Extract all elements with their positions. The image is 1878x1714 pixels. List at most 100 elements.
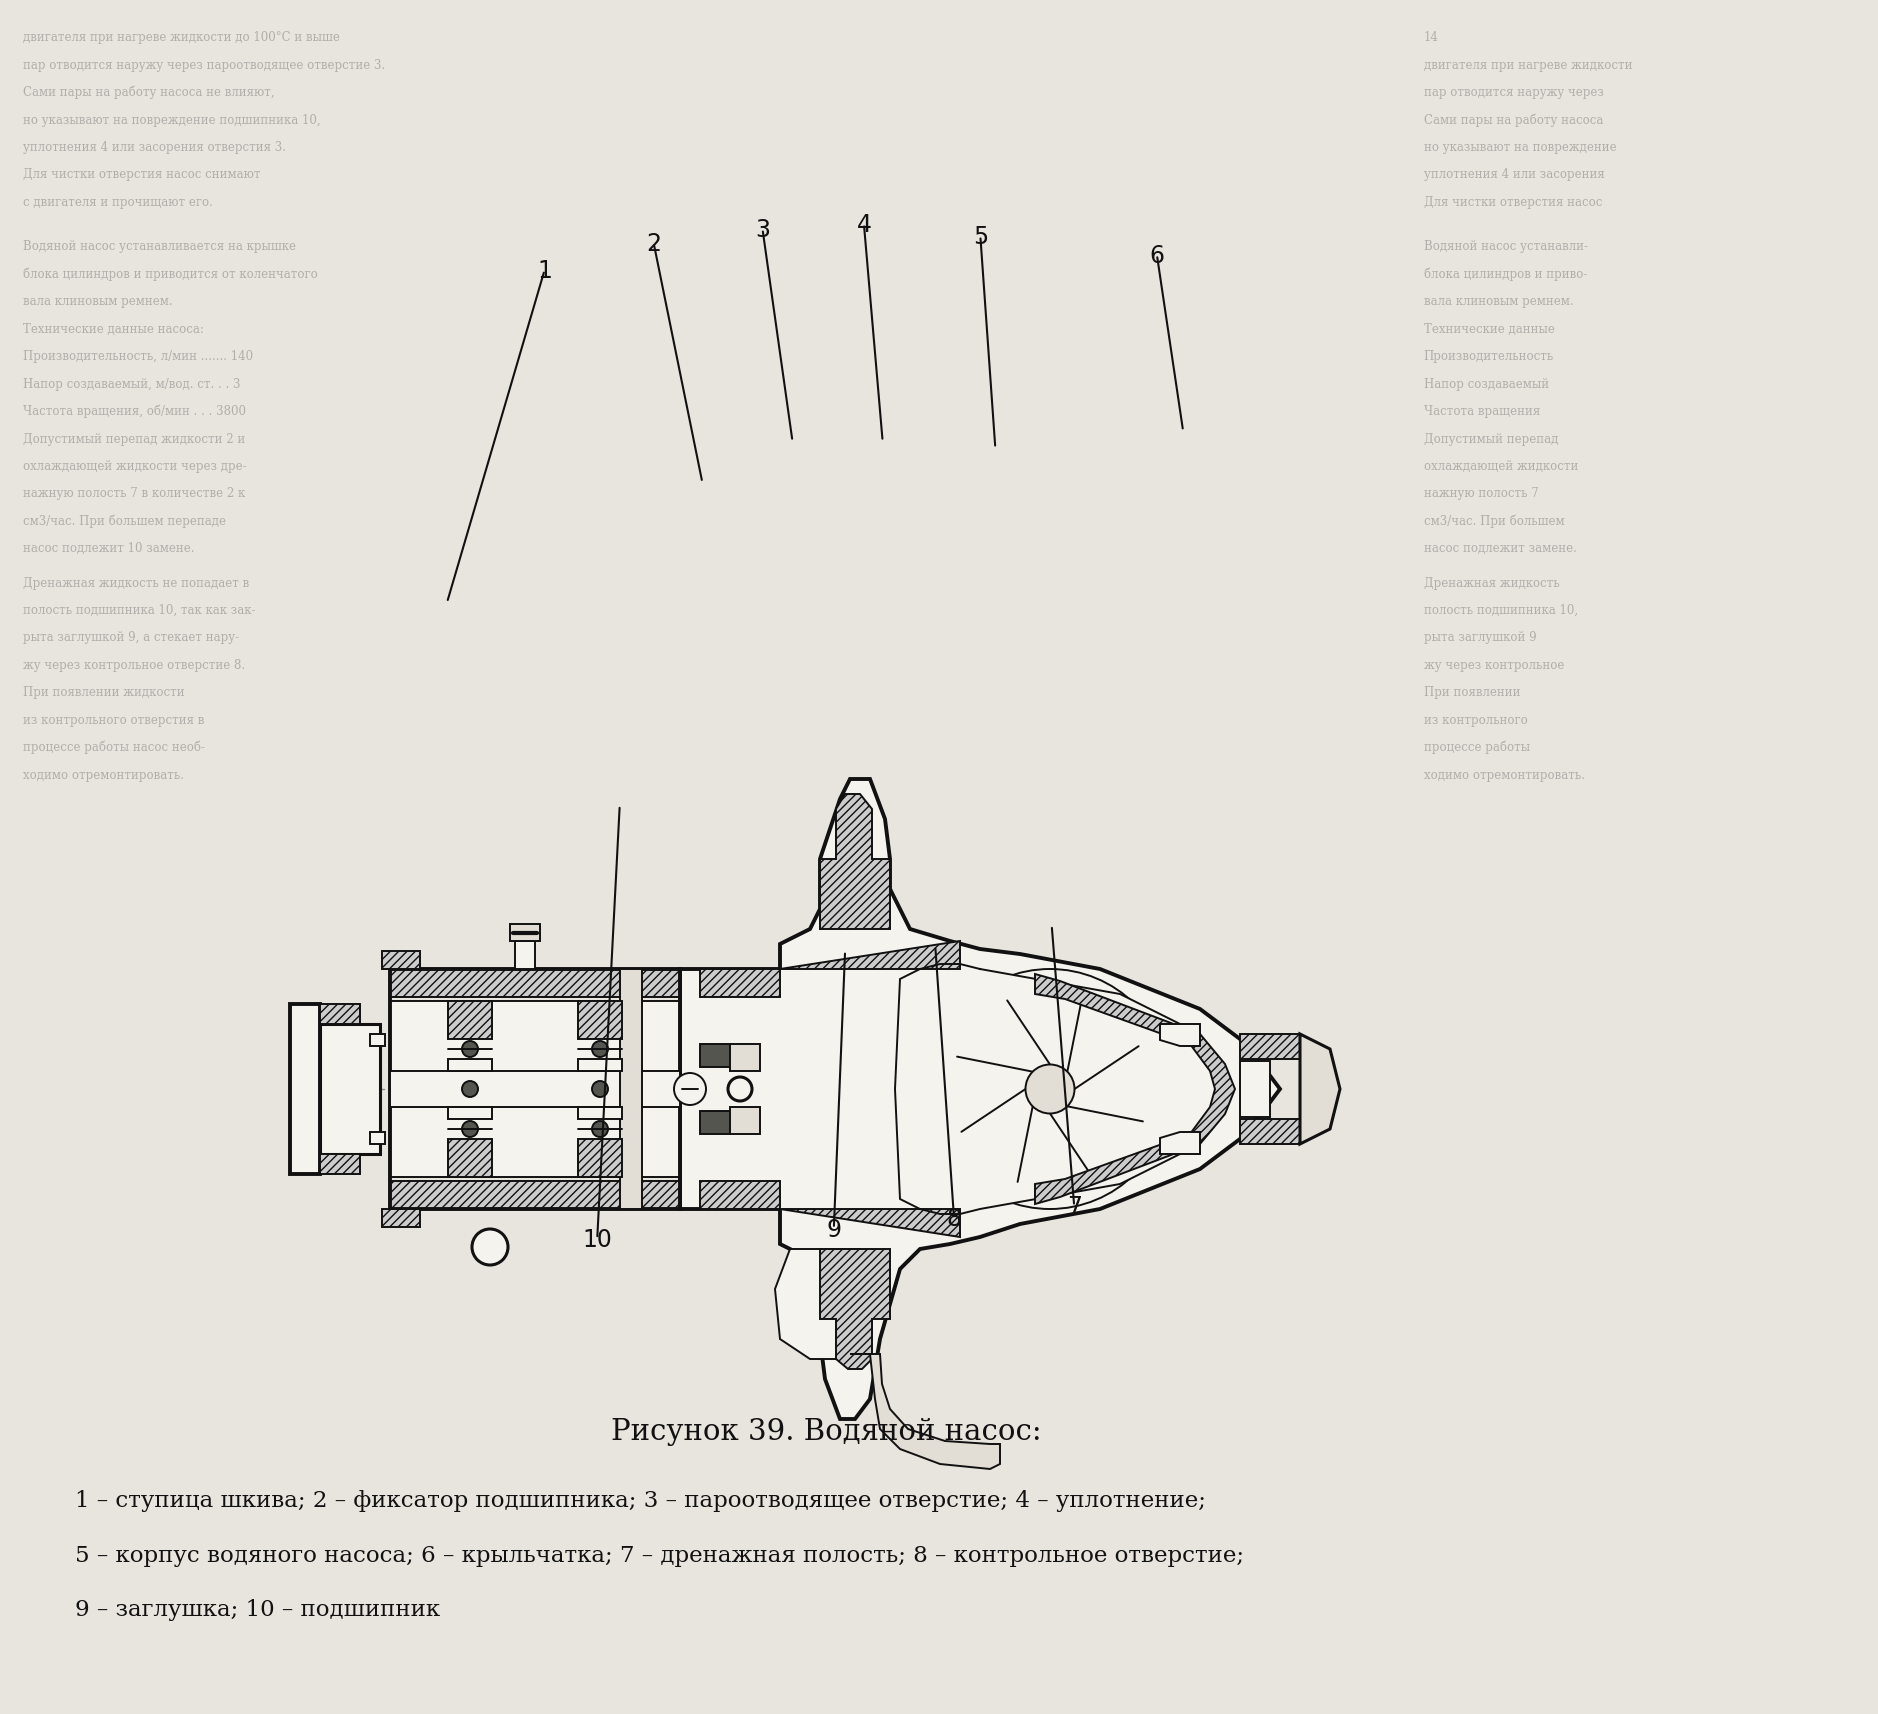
Polygon shape bbox=[449, 1107, 492, 1119]
Polygon shape bbox=[731, 1044, 761, 1071]
Polygon shape bbox=[381, 1210, 421, 1227]
Text: насос подлежит 10 замене.: насос подлежит 10 замене. bbox=[23, 542, 193, 555]
Polygon shape bbox=[370, 1034, 385, 1046]
Polygon shape bbox=[578, 1107, 622, 1119]
Polygon shape bbox=[449, 1001, 492, 1039]
Polygon shape bbox=[289, 1004, 319, 1174]
Text: Частота вращения, об/мин . . . 3800: Частота вращения, об/мин . . . 3800 bbox=[23, 405, 246, 418]
Text: Рисунок 39. Водяной насос:: Рисунок 39. Водяной насос: bbox=[610, 1417, 1042, 1445]
Circle shape bbox=[592, 1042, 608, 1058]
Text: 14: 14 bbox=[1424, 31, 1439, 45]
Text: Напор создаваемый: Напор создаваемый bbox=[1424, 377, 1549, 391]
Text: Напор создаваемый, м/вод. ст. . . 3: Напор создаваемый, м/вод. ст. . . 3 bbox=[23, 377, 240, 391]
Text: При появлении: При появлении bbox=[1424, 686, 1519, 699]
Text: 8: 8 bbox=[947, 1207, 962, 1231]
Text: охлаждающей жидкости через дре-: охлаждающей жидкости через дре- bbox=[23, 459, 246, 473]
Text: 9: 9 bbox=[826, 1217, 841, 1241]
Text: пар отводится наружу через: пар отводится наружу через bbox=[1424, 86, 1604, 99]
Text: нажную полость 7 в количестве 2 к: нажную полость 7 в количестве 2 к bbox=[23, 487, 244, 500]
Polygon shape bbox=[391, 1181, 680, 1210]
Text: Водяной насос устанавли-: Водяной насос устанавли- bbox=[1424, 240, 1587, 254]
Text: 6: 6 bbox=[1149, 243, 1164, 267]
Text: уплотнения 4 или засорения отверстия 3.: уплотнения 4 или засорения отверстия 3. bbox=[23, 141, 285, 154]
Text: процессе работы: процессе работы bbox=[1424, 740, 1531, 754]
Polygon shape bbox=[896, 965, 1221, 1214]
Polygon shape bbox=[700, 1044, 731, 1068]
Text: охлаждающей жидкости: охлаждающей жидкости bbox=[1424, 459, 1578, 473]
Polygon shape bbox=[1161, 1133, 1200, 1154]
Text: вала клиновым ремнем.: вала клиновым ремнем. bbox=[23, 295, 173, 309]
Text: Водяной насос устанавливается на крышке: Водяной насос устанавливается на крышке bbox=[23, 240, 295, 254]
Text: 1 – ступица шкива; 2 – фиксатор подшипника; 3 – пароотводящее отверстие; 4 – упл: 1 – ступица шкива; 2 – фиксатор подшипни… bbox=[75, 1489, 1206, 1510]
Polygon shape bbox=[319, 1004, 361, 1025]
Text: Технические данные: Технические данные bbox=[1424, 322, 1555, 336]
Text: Производительность: Производительность bbox=[1424, 350, 1553, 363]
Circle shape bbox=[674, 1073, 706, 1106]
Text: двигателя при нагреве жидкости: двигателя при нагреве жидкости bbox=[1424, 58, 1632, 72]
Circle shape bbox=[729, 1078, 751, 1102]
Circle shape bbox=[930, 970, 1170, 1210]
Text: двигателя при нагреве жидкости до 100°С и выше: двигателя при нагреве жидкости до 100°С … bbox=[23, 31, 340, 45]
Polygon shape bbox=[700, 1111, 731, 1135]
Text: Дренажная жидкость не попадает в: Дренажная жидкость не попадает в bbox=[23, 576, 248, 590]
Text: см3/час. При большем: см3/час. При большем bbox=[1424, 514, 1564, 528]
Text: Сами пары на работу насоса: Сами пары на работу насоса bbox=[1424, 113, 1604, 127]
Circle shape bbox=[462, 1042, 479, 1058]
Text: 10: 10 bbox=[582, 1227, 612, 1251]
Text: Производительность, л/мин ....... 140: Производительность, л/мин ....... 140 bbox=[23, 350, 254, 363]
Polygon shape bbox=[779, 941, 960, 970]
Text: блока цилиндров и приво-: блока цилиндров и приво- bbox=[1424, 267, 1587, 281]
Text: Дренажная жидкость: Дренажная жидкость bbox=[1424, 576, 1559, 590]
Polygon shape bbox=[578, 1140, 622, 1178]
Text: блока цилиндров и приводится от коленчатого: блока цилиндров и приводится от коленчат… bbox=[23, 267, 317, 281]
Text: Частота вращения: Частота вращения bbox=[1424, 405, 1540, 418]
Text: пар отводится наружу через пароотводящее отверстие 3.: пар отводится наружу через пароотводящее… bbox=[23, 58, 385, 72]
Text: 5 – корпус водяного насоса; 6 – крыльчатка; 7 – дренажная полость; 8 – контрольн: 5 – корпус водяного насоса; 6 – крыльчат… bbox=[75, 1544, 1245, 1565]
Polygon shape bbox=[680, 780, 1281, 1419]
Text: жу через контрольное: жу через контрольное bbox=[1424, 658, 1564, 672]
Polygon shape bbox=[1035, 975, 1236, 1205]
Bar bbox=[391, 1071, 680, 1107]
Text: жу через контрольное отверстие 8.: жу через контрольное отверстие 8. bbox=[23, 658, 244, 672]
Text: При появлении жидкости: При появлении жидкости bbox=[23, 686, 184, 699]
Polygon shape bbox=[511, 924, 541, 941]
Polygon shape bbox=[370, 1133, 385, 1145]
Text: процессе работы насос необ-: процессе работы насос необ- bbox=[23, 740, 205, 754]
Polygon shape bbox=[700, 970, 779, 998]
Text: 4: 4 bbox=[856, 213, 871, 237]
Text: полость подшипника 10, так как зак-: полость подшипника 10, так как зак- bbox=[23, 603, 255, 617]
Polygon shape bbox=[779, 1210, 960, 1238]
Polygon shape bbox=[578, 1059, 622, 1071]
Circle shape bbox=[1025, 1064, 1074, 1114]
Text: Допустимый перепад жидкости 2 и: Допустимый перепад жидкости 2 и bbox=[23, 432, 244, 446]
Text: вала клиновым ремнем.: вала клиновым ремнем. bbox=[1424, 295, 1574, 309]
Text: из контрольного отверстия в: из контрольного отверстия в bbox=[23, 713, 205, 727]
Text: 1: 1 bbox=[537, 259, 552, 283]
Text: рыта заглушкой 9, а стекает нару-: рыта заглушкой 9, а стекает нару- bbox=[23, 631, 239, 644]
Polygon shape bbox=[776, 1250, 875, 1359]
Polygon shape bbox=[449, 1059, 492, 1071]
Text: см3/час. При большем перепаде: см3/час. При большем перепаде bbox=[23, 514, 225, 528]
Text: с двигателя и прочищают его.: с двигателя и прочищают его. bbox=[23, 195, 212, 209]
Polygon shape bbox=[391, 970, 680, 998]
Polygon shape bbox=[620, 970, 642, 1210]
Circle shape bbox=[592, 1082, 608, 1097]
Circle shape bbox=[471, 1229, 509, 1265]
Text: 3: 3 bbox=[755, 218, 770, 242]
Text: но указывают на повреждение подшипника 10,: но указывают на повреждение подшипника 1… bbox=[23, 113, 319, 127]
Polygon shape bbox=[851, 1354, 999, 1469]
Polygon shape bbox=[821, 795, 890, 929]
Polygon shape bbox=[1161, 1025, 1200, 1046]
Polygon shape bbox=[1300, 1034, 1341, 1145]
Text: насос подлежит замене.: насос подлежит замене. bbox=[1424, 542, 1576, 555]
Text: Сами пары на работу насоса не влияют,: Сами пары на работу насоса не влияют, bbox=[23, 86, 274, 99]
Polygon shape bbox=[319, 1025, 379, 1154]
Polygon shape bbox=[319, 1154, 361, 1174]
Polygon shape bbox=[1239, 1061, 1270, 1118]
Polygon shape bbox=[381, 951, 421, 970]
Polygon shape bbox=[700, 819, 1230, 1354]
Text: нажную полость 7: нажную полость 7 bbox=[1424, 487, 1538, 500]
Text: уплотнения 4 или засорения: уплотнения 4 или засорения bbox=[1424, 168, 1604, 182]
Polygon shape bbox=[1239, 1034, 1300, 1059]
Text: 2: 2 bbox=[646, 231, 661, 255]
